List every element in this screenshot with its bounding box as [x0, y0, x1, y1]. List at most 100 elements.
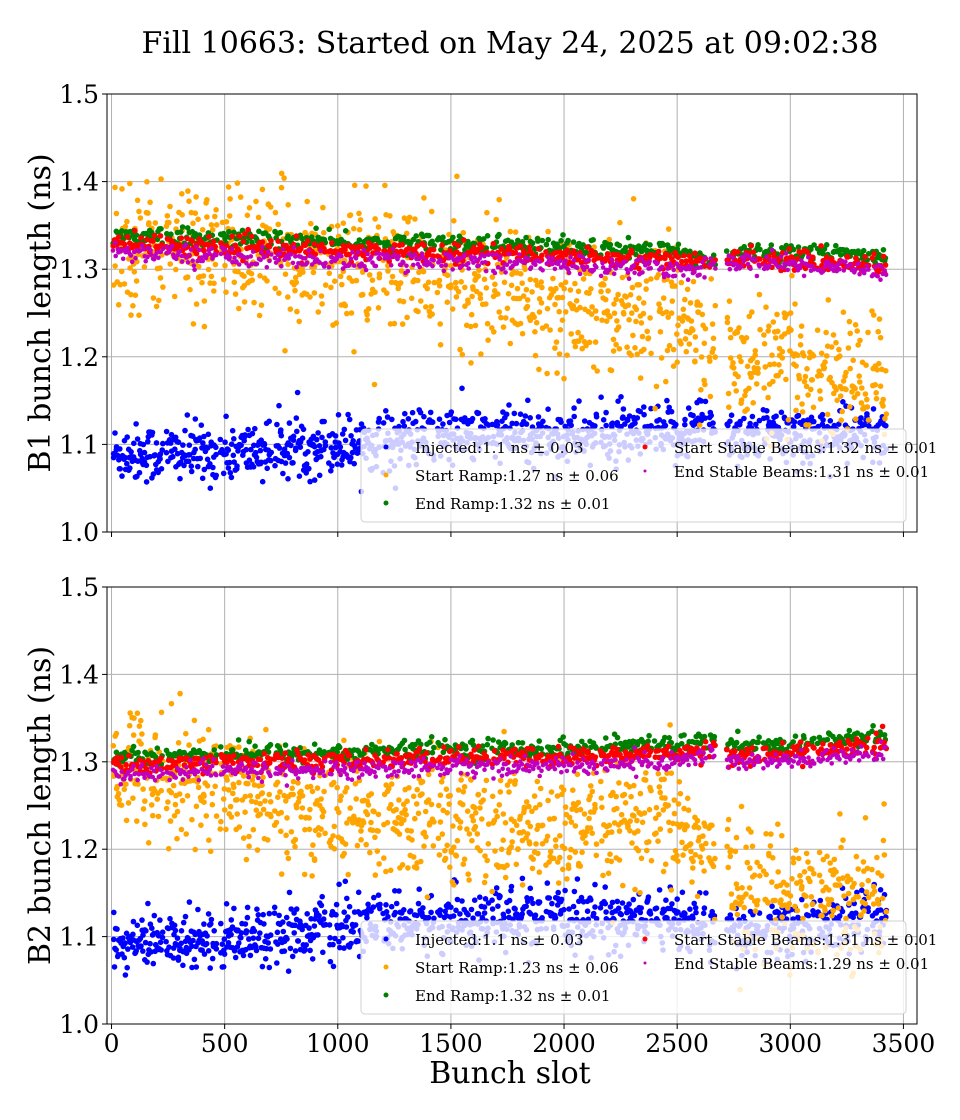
data-point	[220, 470, 227, 477]
data-point	[373, 263, 379, 269]
data-point	[455, 288, 462, 295]
data-point	[285, 476, 291, 482]
data-point	[243, 930, 249, 936]
data-point	[118, 802, 125, 808]
data-point	[337, 273, 344, 280]
data-point	[458, 279, 465, 285]
data-point	[613, 266, 618, 271]
data-point	[804, 366, 810, 372]
data-point	[829, 379, 835, 386]
data-point	[697, 302, 703, 308]
data-point	[310, 254, 316, 260]
data-point	[657, 329, 664, 335]
data-point	[425, 279, 432, 286]
data-point	[431, 258, 437, 263]
data-point	[140, 948, 146, 954]
data-point	[428, 909, 434, 916]
data-point	[414, 243, 421, 249]
data-point	[607, 267, 612, 273]
data-point	[860, 247, 867, 254]
data-point	[786, 246, 792, 252]
data-point	[523, 234, 529, 241]
data-point	[811, 267, 817, 272]
data-point	[147, 940, 153, 947]
data-point	[527, 885, 534, 892]
data-point	[497, 893, 503, 899]
data-point	[593, 915, 600, 922]
data-point	[156, 297, 162, 304]
data-point	[152, 734, 158, 741]
data-point	[444, 299, 451, 306]
data-point	[458, 255, 464, 261]
data-point	[735, 249, 741, 255]
data-point	[153, 440, 160, 446]
data-point	[230, 259, 235, 265]
data-point	[647, 911, 654, 917]
data-point	[415, 277, 421, 284]
data-point	[800, 418, 807, 424]
data-point	[655, 248, 662, 255]
data-point	[159, 934, 166, 941]
data-point	[614, 318, 620, 324]
data-point	[570, 903, 577, 910]
data-point	[110, 248, 116, 253]
data-point	[698, 265, 704, 270]
data-point	[740, 913, 747, 920]
data-point	[193, 194, 199, 200]
data-point	[178, 940, 184, 947]
data-point	[752, 257, 758, 263]
data-point	[318, 293, 325, 299]
data-point	[183, 831, 189, 837]
data-point	[592, 423, 598, 429]
data-point	[763, 304, 769, 311]
data-point	[303, 255, 308, 261]
data-point	[255, 912, 262, 918]
data-point	[738, 264, 744, 269]
data-point	[344, 310, 350, 317]
data-point	[632, 345, 638, 351]
data-point	[267, 946, 274, 952]
data-point	[843, 259, 848, 265]
data-point	[197, 455, 203, 462]
data-point	[228, 917, 235, 923]
data-point	[837, 252, 844, 258]
data-point	[385, 268, 391, 274]
data-point	[586, 257, 591, 263]
data-point	[425, 914, 432, 921]
data-point	[122, 972, 129, 978]
data-point	[169, 243, 175, 249]
data-point	[737, 418, 743, 425]
data-point	[638, 320, 645, 326]
data-point	[494, 422, 501, 428]
data-point	[437, 907, 444, 913]
data-point	[603, 422, 609, 429]
data-point	[480, 236, 487, 242]
data-point	[199, 475, 206, 482]
data-point	[179, 224, 186, 230]
data-point	[275, 238, 282, 244]
data-point	[477, 291, 484, 298]
data-point	[294, 308, 300, 315]
data-point	[285, 202, 292, 208]
data-point	[145, 210, 151, 216]
data-point	[878, 277, 883, 283]
data-point	[411, 262, 416, 268]
data-point	[858, 415, 864, 421]
data-point	[421, 195, 427, 201]
data-point	[272, 255, 278, 261]
data-point	[201, 951, 208, 957]
data-point	[785, 267, 790, 273]
data-point	[155, 813, 162, 820]
data-point	[157, 265, 163, 271]
data-point	[614, 898, 621, 905]
legend-marker	[383, 500, 389, 506]
data-point	[151, 912, 158, 919]
data-point	[591, 267, 596, 273]
data-point	[124, 218, 130, 225]
data-point	[850, 357, 856, 364]
data-point	[409, 409, 416, 416]
data-point	[429, 238, 436, 245]
data-point	[757, 246, 763, 253]
data-point	[428, 208, 435, 215]
data-point	[281, 175, 287, 181]
